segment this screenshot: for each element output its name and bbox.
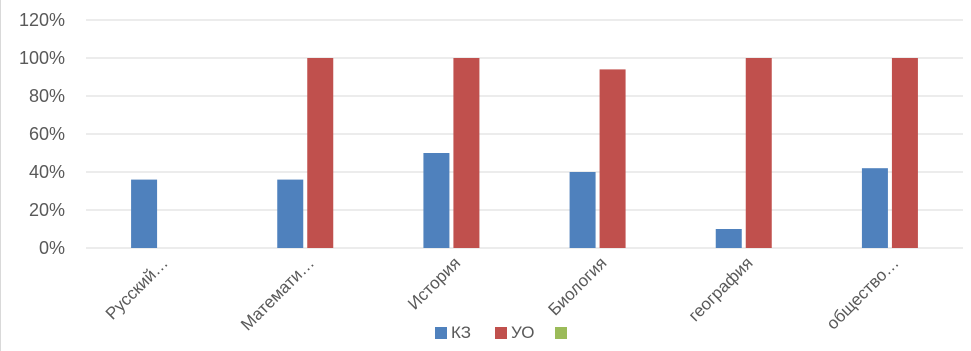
bar-uo-5 bbox=[891, 58, 918, 248]
legend-swatch bbox=[555, 327, 567, 339]
bar-kz-2 bbox=[423, 153, 450, 248]
y-tick-label: 80% bbox=[29, 86, 65, 106]
x-category-label: Русский… bbox=[102, 253, 172, 323]
bar-kz-3 bbox=[569, 172, 596, 248]
grid-lines bbox=[86, 19, 963, 249]
bar-kz-1 bbox=[277, 179, 304, 248]
y-tick-label: 20% bbox=[29, 200, 65, 220]
bar-uo-4 bbox=[745, 58, 772, 248]
bar-kz-0 bbox=[131, 179, 158, 248]
y-axis-tick-labels: 0% 20% 40% 60% 80% 100% 120% bbox=[19, 10, 65, 258]
legend-swatch bbox=[495, 327, 507, 339]
bar-kz-5 bbox=[861, 168, 888, 248]
legend-label: УО bbox=[511, 323, 534, 342]
bars bbox=[131, 58, 918, 249]
x-category-label: История bbox=[404, 253, 464, 313]
legend-label: КЗ bbox=[451, 323, 471, 342]
y-tick-label: 0% bbox=[39, 238, 65, 258]
x-category-label: география bbox=[685, 253, 757, 325]
y-tick-label: 60% bbox=[29, 124, 65, 144]
bar-kz-4 bbox=[715, 229, 742, 248]
x-axis-category-labels: Русский… Математи… История Биология географи… bbox=[102, 253, 903, 334]
bar-uo-1 bbox=[307, 58, 334, 248]
bar-uo-2 bbox=[453, 58, 480, 248]
x-category-label: Математи… bbox=[237, 253, 318, 334]
x-category-label: общество… bbox=[823, 253, 903, 333]
y-tick-label: 100% bbox=[19, 48, 65, 68]
legend-swatch bbox=[435, 327, 447, 339]
bar-uo-3 bbox=[599, 69, 626, 249]
x-category-label: Биология bbox=[545, 253, 611, 319]
y-tick-label: 40% bbox=[29, 162, 65, 182]
legend: КЗ УО bbox=[435, 323, 567, 342]
y-tick-label: 120% bbox=[19, 10, 65, 30]
